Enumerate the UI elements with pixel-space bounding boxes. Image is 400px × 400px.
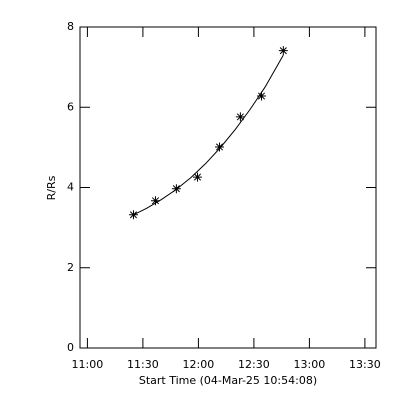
data-point (150, 196, 160, 206)
y-tick-label: 6 (67, 100, 74, 113)
data-point (235, 112, 245, 122)
x-tick-label: 12:00 (183, 358, 215, 371)
x-tick-label: 13:30 (349, 358, 381, 371)
y-tick-label: 2 (67, 261, 74, 274)
x-tick-label: 11:30 (127, 358, 159, 371)
fit-line (133, 54, 284, 216)
y-tick-label: 4 (67, 181, 74, 194)
plot-frame (79, 26, 377, 349)
x-tick-label: 13:00 (294, 358, 326, 371)
x-tick-label: 11:00 (72, 358, 104, 371)
data-point (278, 46, 288, 56)
x-axis-label: Start Time (04-Mar-25 10:54:08) (139, 374, 317, 387)
data-point (171, 184, 181, 194)
y-axis-label: R/Rs (45, 175, 58, 200)
y-tick-label: 0 (67, 341, 74, 354)
data-point (256, 91, 266, 101)
data-point (192, 172, 202, 182)
data-point (214, 142, 224, 152)
y-tick-label: 8 (67, 20, 74, 33)
data-point (128, 210, 138, 220)
x-tick-label: 12:30 (238, 358, 270, 371)
